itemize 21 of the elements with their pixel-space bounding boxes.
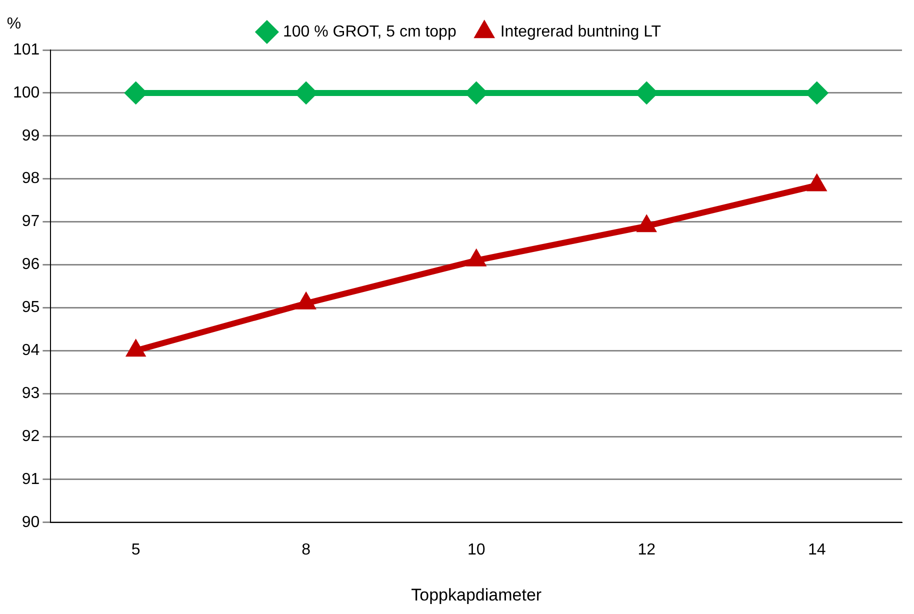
y-tick-label: 93 <box>22 384 40 402</box>
legend-label: Integrerad buntning LT <box>500 23 662 40</box>
x-tick-label: 12 <box>638 541 656 558</box>
legend-label: 100 % GROT, 5 cm topp <box>282 23 456 40</box>
y-tick-label: 101 <box>12 41 40 58</box>
x-tick-label: 14 <box>808 541 826 558</box>
y-axis-title: % <box>6 15 22 32</box>
y-tick-label: 96 <box>22 256 40 274</box>
y-tick-label: 92 <box>22 428 40 445</box>
y-tick-label: 98 <box>22 170 40 188</box>
x-tick-label: 5 <box>131 541 140 558</box>
y-tick-label: 90 <box>22 514 40 531</box>
y-tick-label: 97 <box>22 213 40 230</box>
x-tick-label: 10 <box>467 541 486 558</box>
y-tick-label: 99 <box>22 127 40 144</box>
x-axis-title: Toppkapdiameter <box>411 585 542 604</box>
y-tick-label: 100 <box>12 84 40 102</box>
y-tick-label: 91 <box>22 470 40 488</box>
y-tick-label: 95 <box>22 299 40 316</box>
y-tick-label: 94 <box>22 342 40 360</box>
x-tick-label: 8 <box>302 541 311 558</box>
